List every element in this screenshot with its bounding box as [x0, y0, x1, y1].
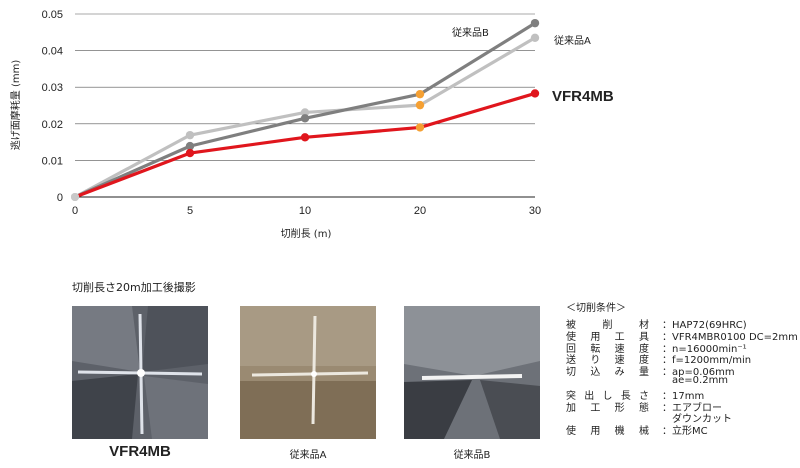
- conditions-title: ＜切削条件＞: [566, 303, 626, 314]
- photo-label-vfr4mb: VFR4MB: [109, 443, 171, 460]
- data-point: [185, 148, 195, 158]
- x-tick-labels: 0 5 10 20 30: [72, 205, 541, 217]
- y-tick-label: 0.03: [42, 82, 63, 94]
- condition-value: ：ap=0.06mm: [662, 367, 735, 379]
- condition-row: 送り速度 ：f=1200mm/min: [566, 351, 751, 367]
- y-tick-label: 0: [57, 192, 63, 204]
- condition-row: ダウンカット: [566, 410, 732, 425]
- series-labels: VFR4MB 従来品A 従来品B: [452, 26, 614, 105]
- condition-key: 加工形態: [566, 402, 649, 414]
- condition-row: 被削材 ：HAP72(69HRC): [566, 316, 747, 331]
- x-tick-label: 30: [529, 205, 541, 217]
- data-point: [530, 18, 540, 28]
- x-tick-label: 10: [299, 205, 311, 217]
- condition-key: 被削材: [566, 320, 649, 331]
- data-point: [415, 89, 425, 99]
- condition-value: ：エアブロー: [662, 402, 722, 414]
- condition-row: 回転速度 ：n=16000min⁻¹: [566, 340, 747, 355]
- x-tick-label: 20: [414, 205, 426, 217]
- x-tick-label: 5: [187, 205, 193, 217]
- condition-key: 突出し長さ: [566, 390, 649, 402]
- condition-value: ：n=16000min⁻¹: [662, 343, 747, 355]
- series-points: [71, 18, 540, 201]
- condition-row: 使用機械 ：立形MC: [566, 422, 708, 438]
- y-tick-label: 0.01: [42, 155, 63, 167]
- photo-label-conventional-b: 従来品B: [453, 450, 491, 461]
- photo-conventional-a: [240, 306, 376, 439]
- x-axis-label: 切削長 (m): [281, 227, 332, 240]
- condition-key: 切込み量: [566, 367, 649, 379]
- condition-value: ：HAP72(69HRC): [662, 320, 747, 331]
- condition-value: ：f=1200mm/min: [662, 355, 752, 367]
- y-axis-label: 逃げ面摩耗量 (mm): [9, 60, 22, 151]
- condition-value: ダウンカット: [672, 414, 732, 426]
- y-tick-labels: 0 0.01 0.02 0.03 0.04 0.05: [42, 9, 63, 204]
- series-label-vfr4mb: VFR4MB: [552, 88, 614, 105]
- data-point: [185, 130, 195, 140]
- condition-value: ：VFR4MBR0100 DC=2mm: [662, 331, 798, 343]
- condition-row: 使用工具 ：VFR4MBR0100 DC=2mm: [566, 328, 798, 343]
- data-point: [300, 114, 310, 123]
- condition-value: ：立形MC: [662, 426, 708, 438]
- data-point: [530, 89, 540, 98]
- x-tick-label: 0: [72, 205, 78, 217]
- condition-value: ae=0.2mm: [672, 375, 729, 386]
- y-tick-label: 0.04: [42, 46, 63, 58]
- condition-row: 突出し長さ ：17mm: [566, 387, 704, 402]
- series-label-conventional-b: 従来品B: [452, 26, 489, 39]
- data-point: [415, 100, 425, 110]
- wear-chart: 0 0.01 0.02 0.03 0.04 0.05 0 5 10 20 30 VFR4MB 従来品…: [9, 9, 614, 240]
- data-point: [530, 33, 540, 42]
- condition-key: 使用機械: [566, 426, 649, 438]
- grid-lines: [75, 13, 535, 161]
- condition-value: ：17mm: [662, 390, 705, 402]
- condition-key: 回転速度: [566, 343, 649, 355]
- condition-key: 使用工具: [566, 331, 649, 343]
- condition-row: ae=0.2mm: [566, 375, 728, 386]
- condition-row: 切込み量 ：ap=0.06mm: [566, 363, 735, 379]
- photo-caption: 切削長さ20m加工後撮影: [72, 281, 196, 294]
- data-point: [185, 141, 195, 151]
- y-tick-label: 0.02: [42, 119, 63, 131]
- data-point: [415, 123, 425, 132]
- photo-vfr4mb: [72, 306, 208, 439]
- photo-label-conventional-a: 従来品A: [289, 450, 327, 461]
- condition-key: 送り速度: [566, 355, 649, 367]
- photo-conventional-b: [404, 306, 540, 439]
- condition-row: 加工形態 ：エアブロー: [566, 399, 722, 414]
- y-tick-label: 0.05: [42, 9, 63, 21]
- data-point: [300, 108, 310, 117]
- data-point: [300, 133, 310, 142]
- data-point: [71, 193, 79, 201]
- series-label-conventional-a: 従来品A: [554, 34, 591, 47]
